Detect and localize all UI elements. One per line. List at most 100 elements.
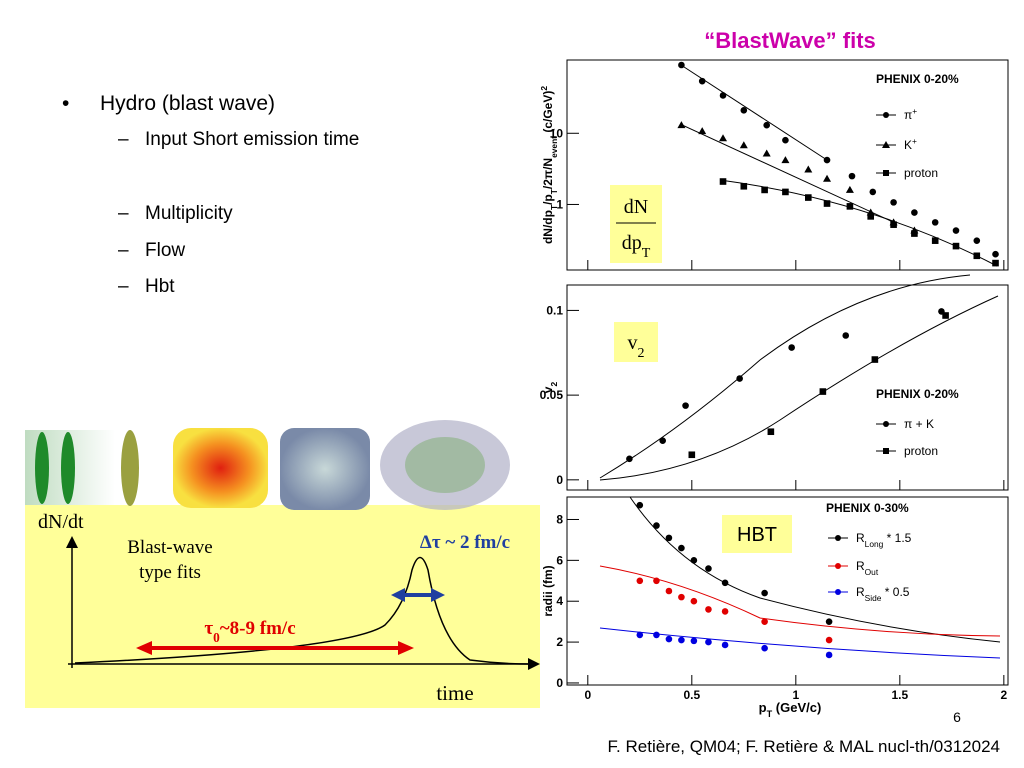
- point: [690, 637, 698, 645]
- footer: F. Retière, QM04; F. Retière & MAL nucl-…: [608, 737, 1000, 756]
- point: [823, 174, 832, 182]
- bullet-dot: •: [62, 92, 69, 115]
- image: [173, 428, 268, 508]
- point: [678, 593, 685, 601]
- point: [952, 242, 960, 250]
- x-tick-label: 1.5: [891, 688, 908, 702]
- point: [705, 565, 712, 572]
- sub-bullet: Input Short emission time: [145, 129, 359, 150]
- x-tick-label: 0.5: [683, 688, 700, 702]
- y-axis-label: radii (fm): [541, 565, 555, 616]
- image: [405, 437, 485, 493]
- text-part: /2π/N: [541, 158, 555, 189]
- point: [942, 312, 949, 319]
- y-tick-label: 4: [556, 594, 563, 608]
- label: type fits: [139, 562, 201, 583]
- point: [688, 451, 696, 459]
- fit-curve: [599, 274, 971, 479]
- text-part: +: [912, 136, 917, 146]
- point: [653, 631, 660, 639]
- point: [911, 230, 918, 237]
- y-label: dN/dt: [38, 511, 84, 533]
- label: Δτ ~ 2 fm/c: [420, 532, 510, 553]
- point: [665, 635, 673, 643]
- text-part: (c/GeV): [541, 91, 555, 136]
- sub-bullet: Flow: [145, 240, 185, 261]
- box-label: dpT: [622, 232, 651, 261]
- point: [659, 437, 666, 444]
- point: [890, 221, 897, 228]
- point: [636, 631, 644, 639]
- text-part: 2: [539, 86, 549, 91]
- legend-title: PHENIX 0-20%: [876, 387, 959, 401]
- text-part: (GeV/c): [772, 700, 821, 715]
- point: [782, 136, 789, 144]
- point: [740, 182, 748, 190]
- legend-marker: [883, 170, 889, 176]
- point: [845, 185, 854, 193]
- text-part: T: [549, 188, 559, 194]
- legend-marker: [883, 448, 889, 454]
- text-part: Out: [865, 567, 879, 577]
- point: [804, 165, 813, 173]
- arrow: [528, 658, 540, 670]
- box-label: v2: [628, 332, 645, 361]
- dash: –: [118, 129, 129, 150]
- point: [819, 388, 827, 395]
- bullets: • Hydro (blast wave) – Input Short emiss…: [62, 92, 359, 297]
- arrow: [66, 536, 78, 548]
- point: [653, 522, 660, 529]
- point: [931, 219, 939, 226]
- legend-label: π + K: [904, 417, 934, 431]
- point: [665, 534, 673, 542]
- sub-bullet: Hbt: [145, 276, 175, 297]
- legend-marker: [883, 421, 889, 427]
- dash: –: [118, 240, 129, 261]
- text-part: R: [856, 585, 865, 599]
- point: [721, 641, 729, 649]
- sketch: dN/dt Blast-wave type fits Δτ ~ 2 fm/c τ…: [25, 420, 540, 708]
- text-part: radii (fm): [541, 565, 555, 616]
- point: [721, 608, 729, 615]
- text-part: HBT: [737, 524, 777, 546]
- plot-frame: [566, 284, 1009, 491]
- fit-curve: [599, 565, 1001, 637]
- y-axis-label: dN/dpT/pT/2π/Nevent (c/GeV)2: [539, 86, 559, 244]
- point: [678, 636, 685, 644]
- point: [705, 638, 712, 646]
- point: [823, 156, 831, 164]
- legend-marker: [835, 563, 841, 569]
- text-part: v: [628, 332, 638, 354]
- point: [698, 127, 707, 135]
- point: [992, 259, 999, 267]
- text-part: v: [541, 386, 555, 393]
- label: τ0~8-9 fm/c: [204, 618, 295, 645]
- box-label: HBT: [737, 524, 777, 546]
- text-part: 2: [549, 381, 559, 386]
- point: [823, 200, 831, 207]
- text-part: τ: [204, 618, 213, 639]
- label: Blast-wave: [127, 537, 212, 558]
- sub-bullet: Multiplicity: [145, 203, 233, 224]
- point: [825, 636, 833, 644]
- point: [911, 209, 918, 216]
- text-part: π + K: [904, 417, 934, 431]
- text-part: 0: [213, 630, 220, 645]
- point: [805, 194, 812, 201]
- text-part: R: [856, 531, 865, 545]
- text-part: event: [549, 136, 559, 158]
- x-label: time: [436, 681, 473, 705]
- label-box: [722, 515, 792, 553]
- point: [636, 501, 644, 509]
- text-part: R: [856, 559, 865, 573]
- point: [690, 597, 698, 605]
- text-part: 2: [638, 346, 645, 361]
- point: [842, 332, 850, 339]
- point: [636, 577, 644, 585]
- point: [626, 455, 633, 463]
- y-tick-label: 0.1: [546, 303, 563, 317]
- text-part: * 0.5: [881, 585, 909, 599]
- sketch-bg: [25, 505, 540, 708]
- point: [761, 618, 768, 625]
- dash: –: [118, 203, 129, 224]
